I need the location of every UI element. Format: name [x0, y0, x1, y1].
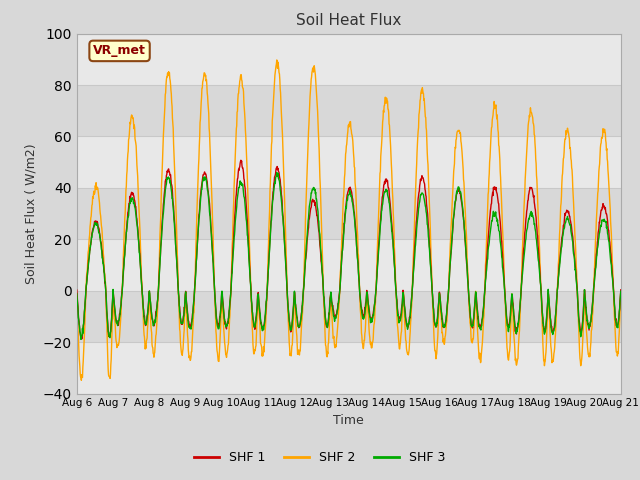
SHF 3 — [434, 312, 442, 318]
Bar — [77, 85, 621, 136]
SHF 3 — [505, 324, 513, 330]
Bar — [77, 34, 621, 85]
SHF 1 — [505, 323, 513, 328]
Y-axis label: Soil Heat Flux ( W/m2): Soil Heat Flux ( W/m2) — [24, 144, 37, 284]
SHF 3 — [553, 294, 561, 300]
Bar — [77, 240, 621, 291]
SHF 2 — [273, 57, 280, 63]
SHF 1 — [73, 287, 81, 293]
Bar — [77, 342, 621, 394]
Bar — [77, 136, 621, 188]
SHF 1 — [617, 287, 625, 293]
Legend: SHF 1, SHF 2, SHF 3: SHF 1, SHF 2, SHF 3 — [189, 446, 451, 469]
SHF 2 — [195, 172, 202, 178]
SHF 2 — [255, 310, 263, 315]
SHF 1 — [553, 292, 561, 298]
X-axis label: Time: Time — [333, 414, 364, 427]
SHF 2 — [505, 353, 513, 359]
SHF 1 — [255, 304, 263, 310]
SHF 2 — [73, 287, 81, 292]
SHF 2 — [181, 308, 189, 313]
SHF 2 — [77, 377, 85, 383]
SHF 3 — [273, 170, 280, 176]
SHF 3 — [77, 336, 84, 342]
SHF 1 — [181, 298, 189, 303]
SHF 2 — [434, 333, 442, 338]
SHF 3 — [255, 302, 263, 308]
SHF 1 — [78, 336, 86, 342]
Title: Soil Heat Flux: Soil Heat Flux — [296, 13, 401, 28]
Line: SHF 3: SHF 3 — [77, 173, 621, 339]
Bar — [77, 188, 621, 240]
Line: SHF 1: SHF 1 — [77, 160, 621, 339]
SHF 2 — [553, 300, 561, 306]
SHF 3 — [195, 228, 202, 234]
SHF 3 — [73, 291, 81, 297]
Text: VR_met: VR_met — [93, 44, 146, 58]
SHF 3 — [617, 288, 625, 294]
SHF 3 — [181, 298, 189, 304]
SHF 2 — [617, 288, 625, 294]
SHF 1 — [434, 310, 442, 316]
Line: SHF 2: SHF 2 — [77, 60, 621, 380]
SHF 1 — [237, 157, 244, 163]
SHF 1 — [195, 226, 202, 231]
Bar — [77, 291, 621, 342]
